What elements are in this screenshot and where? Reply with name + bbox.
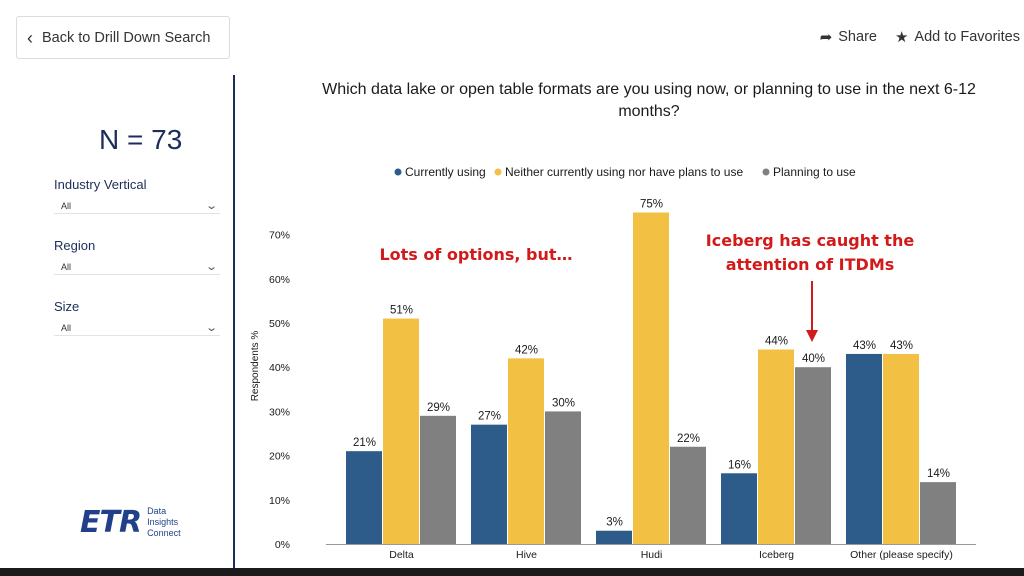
x-tick-label: Other (please specify) — [850, 549, 953, 561]
annotation-iceberg-line2: attention of ITDMs — [726, 255, 895, 274]
data-label: 29% — [427, 402, 450, 414]
data-label: 43% — [890, 340, 913, 352]
bar — [471, 424, 507, 544]
back-to-search-button[interactable]: ‹ Back to Drill Down Search — [16, 16, 230, 59]
bar — [670, 446, 706, 544]
data-label: 51% — [390, 305, 413, 317]
star-icon: ★ — [894, 29, 909, 46]
y-tick-label: 70% — [269, 230, 290, 242]
data-label: 22% — [677, 433, 700, 445]
x-tick-label: Iceberg — [759, 549, 794, 561]
y-axis-label: Respondents % — [250, 331, 261, 402]
chevron-down-icon: ⌄ — [204, 200, 218, 212]
sample-size: N = 73 — [99, 124, 183, 155]
logo-mark: ETR — [80, 505, 142, 540]
data-label: 3% — [606, 517, 623, 529]
chevron-down-icon: ⌄ — [204, 261, 218, 273]
bar — [596, 530, 632, 544]
region-select[interactable]: All ⌄ — [54, 259, 220, 275]
bar — [920, 482, 956, 544]
x-tick-label: Delta — [389, 549, 414, 561]
bar-chart: Which data lake or open table formats ar… — [250, 81, 976, 561]
etr-logo: ETR Data Insights Connect — [80, 505, 181, 540]
panel-divider — [233, 75, 235, 570]
bar — [795, 367, 831, 544]
annotation-arrow — [806, 281, 818, 342]
top-actions: ➦ Share ★ Add to Favorites — [820, 28, 1020, 46]
bar — [846, 353, 882, 544]
filter-region: Region All ⌄ — [54, 238, 220, 275]
annotation-iceberg-line1: Iceberg has caught the — [706, 231, 915, 250]
legend-label: Currently using — [405, 165, 486, 179]
y-tick-label: 40% — [269, 362, 290, 374]
data-label: 44% — [765, 336, 788, 348]
filter-size: Size All ⌄ — [54, 299, 220, 336]
data-label: 42% — [515, 344, 538, 356]
filter-value: All — [61, 261, 72, 272]
y-tick-label: 10% — [269, 495, 290, 507]
legend-marker — [394, 168, 402, 176]
size-select[interactable]: All ⌄ — [54, 320, 220, 336]
share-button[interactable]: ➦ Share — [820, 28, 877, 46]
bar — [758, 349, 794, 544]
industry-vertical-select[interactable]: All ⌄ — [54, 198, 220, 214]
bar — [508, 358, 544, 544]
filter-industry-vertical: Industry Vertical All ⌄ — [54, 177, 220, 214]
bar — [721, 473, 757, 544]
logo-line: Insights — [147, 517, 179, 527]
data-label: 43% — [853, 340, 876, 352]
data-label: 16% — [728, 459, 751, 471]
chart-title: Which data lake or open table formats ar… — [322, 81, 976, 98]
y-tick-label: 0% — [275, 539, 290, 551]
chart-bars: 21% 51% 29% 27% 42% 30% 3% 75% 22% 16% 44% 40% 43% 43… — [346, 199, 956, 544]
filter-value: All — [61, 322, 72, 333]
y-tick-label: 60% — [269, 274, 290, 286]
legend-marker — [494, 168, 502, 176]
y-tick-label: 20% — [269, 451, 290, 463]
chevron-left-icon: ‹ — [27, 27, 33, 48]
legend-marker — [762, 168, 770, 176]
logo-line: Data — [147, 506, 167, 516]
data-label: 21% — [353, 437, 376, 449]
bottom-bar — [0, 568, 1024, 576]
x-tick-label: Hudi — [641, 549, 663, 561]
data-label: 40% — [802, 353, 825, 365]
data-label: 30% — [552, 397, 575, 409]
filter-label: Region — [54, 238, 96, 253]
legend-label: Planning to use — [773, 165, 856, 179]
add-to-favorites-button[interactable]: ★ Add to Favorites — [895, 28, 1020, 46]
bar — [346, 451, 382, 544]
bar — [420, 415, 456, 544]
chart-title: months? — [618, 103, 679, 120]
filter-label: Size — [54, 299, 80, 314]
bar — [383, 318, 419, 544]
bar — [883, 353, 919, 544]
back-button-label: Back to Drill Down Search — [42, 29, 211, 46]
annotation-options: Lots of options, but… — [379, 245, 572, 264]
chevron-down-icon: ⌄ — [204, 322, 218, 334]
share-icon: ➦ — [819, 29, 833, 46]
filter-label: Industry Vertical — [54, 177, 147, 192]
filter-value: All — [61, 200, 72, 211]
chart-legend: Currently using Neither currently using n… — [394, 165, 856, 179]
bar — [633, 212, 669, 544]
favorites-label: Add to Favorites — [914, 29, 1020, 45]
share-label: Share — [838, 29, 877, 45]
data-label: 75% — [640, 199, 663, 211]
data-label: 14% — [927, 468, 950, 480]
logo-text: Data Insights Connect — [147, 506, 181, 539]
y-tick-label: 50% — [269, 318, 290, 330]
x-axis: Delta Hive Hudi Iceberg Other (please specif… — [326, 544, 976, 561]
data-label: 27% — [478, 411, 501, 423]
logo-line: Connect — [147, 528, 181, 538]
x-tick-label: Hive — [516, 549, 537, 561]
y-axis: 0% 10% 20% 30% 40% 50% 60% 70% — [269, 230, 290, 551]
y-tick-label: 30% — [269, 406, 290, 418]
legend-label: Neither currently using nor have plans t… — [505, 165, 743, 179]
bar — [545, 411, 581, 544]
